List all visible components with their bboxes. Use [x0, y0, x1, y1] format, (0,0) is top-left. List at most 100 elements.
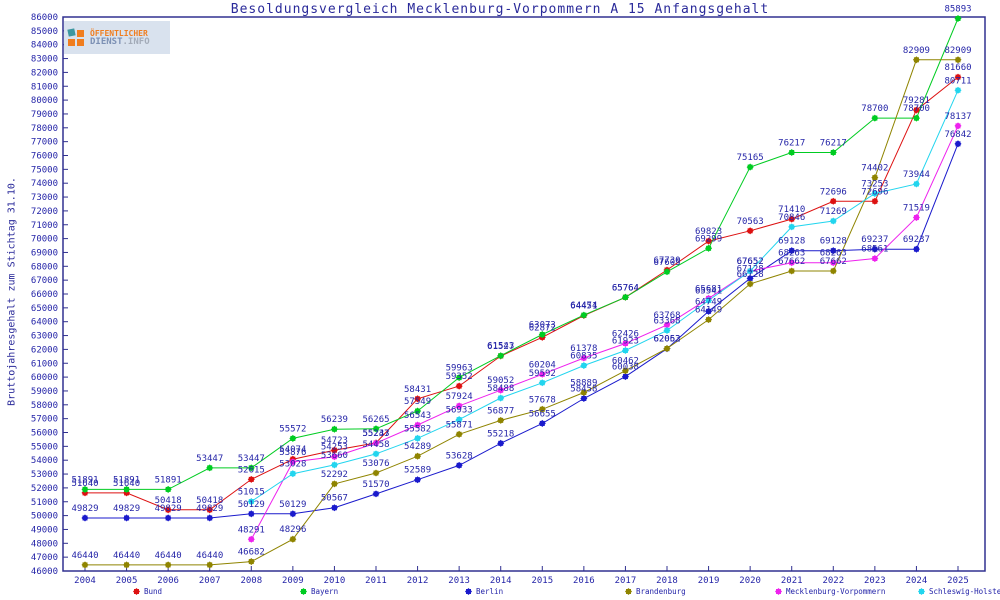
point-label-Bayern: 76217: [778, 138, 805, 148]
data-point-Berlin: [871, 245, 879, 253]
point-label-Bund: 59352: [446, 372, 473, 382]
site-logo[interactable]: ÖFFENTLICHER DIENST.INFO: [64, 21, 170, 54]
legend-item-Bund: Bund: [132, 585, 162, 597]
data-point-Berlin: [746, 274, 754, 282]
point-label-Mecklenburg-Vorpommern: 56543: [404, 411, 431, 421]
point-label-Bayern: 53447: [238, 454, 265, 464]
point-label-Bund: 79281: [903, 96, 930, 106]
data-point-Berlin: [247, 510, 255, 518]
data-point-Berlin: [330, 504, 338, 512]
point-label-Brandenburg: 60462: [612, 357, 639, 367]
data-point-Bund: [164, 506, 172, 514]
point-label-Berlin: 55218: [487, 429, 514, 439]
data-point-Berlin: [829, 247, 837, 255]
point-label-Bayern: 59963: [446, 364, 473, 374]
data-point-Brandenburg: [206, 561, 214, 569]
data-point-Brandenburg: [663, 344, 671, 353]
x-tick-label: 2008: [240, 576, 262, 586]
data-point-Brandenburg: [829, 267, 837, 275]
point-label-Schleswig-Holstein: 53660: [321, 451, 348, 461]
data-point-Bayern: [954, 14, 962, 23]
x-tick-label: 2020: [739, 576, 761, 586]
data-point-Berlin: [954, 140, 962, 148]
data-point-Bayern: [330, 425, 338, 433]
x-tick-label: 2014: [490, 576, 512, 586]
y-tick-label: 52000: [31, 484, 58, 494]
point-label-Brandenburg: 82909: [903, 46, 930, 56]
point-label-Brandenburg: 82909: [944, 46, 971, 56]
data-point-Brandenburg: [746, 280, 754, 288]
y-tick-label: 82000: [31, 68, 58, 78]
y-tick-label: 60000: [31, 373, 58, 383]
data-point-Brandenburg: [538, 405, 546, 413]
point-label-Mecklenburg-Vorpommern: 60204: [529, 360, 556, 370]
point-label-Mecklenburg-Vorpommern: 48291: [238, 525, 265, 535]
point-label-Schleswig-Holstein: 61923: [612, 336, 639, 346]
point-label-Berlin: 49829: [196, 504, 223, 514]
data-point-Bund: [746, 227, 754, 235]
legend-item-Bayern: Bayern: [299, 585, 338, 597]
point-label-Bayern: 85893: [944, 4, 971, 14]
data-point-Mecklenburg-Vorpommern: [247, 535, 255, 543]
data-point-Brandenburg: [580, 388, 588, 397]
data-point-Schleswig-Holstein: [289, 470, 297, 478]
point-label-Berlin: 52589: [404, 466, 431, 476]
point-label-Berlin: 50129: [279, 500, 306, 510]
data-point-Schleswig-Holstein: [912, 180, 920, 188]
data-point-Schleswig-Holstein: [746, 267, 754, 275]
data-point-Brandenburg: [164, 561, 172, 569]
point-label-Berlin: 64749: [695, 297, 722, 307]
point-label-Schleswig-Holstein: 58488: [487, 384, 514, 394]
data-point-Berlin: [538, 419, 546, 427]
point-label-Berlin: 60038: [612, 363, 639, 373]
x-tick-label: 2009: [282, 576, 304, 586]
data-point-Bund: [414, 395, 422, 403]
y-tick-label: 74000: [31, 179, 58, 189]
point-label-Berlin: 56655: [529, 409, 556, 419]
data-point-Bayern: [455, 374, 463, 382]
point-label-Bayern: 53447: [196, 454, 223, 464]
legend-marker-Schleswig-Holstein: [917, 587, 926, 595]
point-label-Schleswig-Holstein: 67652: [737, 257, 764, 267]
point-label-Brandenburg: 57678: [529, 395, 556, 405]
legend-marker-Bund: [132, 587, 141, 595]
point-label-Bund: 72696: [861, 187, 888, 197]
point-label-Berlin: 76842: [944, 130, 971, 140]
data-point-Bayern: [289, 434, 297, 442]
data-point-Mecklenburg-Vorpommern: [954, 122, 962, 130]
y-tick-label: 73000: [31, 193, 58, 203]
data-point-Berlin: [621, 373, 629, 381]
point-label-Bayern: 75165: [737, 153, 764, 163]
y-tick-label: 70000: [31, 235, 58, 245]
point-label-Schleswig-Holstein: 54458: [362, 440, 389, 450]
point-label-Mecklenburg-Vorpommern: 55233: [362, 429, 389, 439]
point-label-Brandenburg: 67662: [820, 257, 847, 267]
point-label-Bund: 61527: [487, 342, 514, 352]
y-tick-label: 80000: [31, 96, 58, 106]
point-label-Schleswig-Holstein: 73944: [903, 170, 930, 180]
y-tick-label: 50000: [31, 512, 58, 522]
y-tick-label: 71000: [31, 221, 58, 231]
point-label-Bayern: 63073: [529, 321, 556, 331]
data-point-Bayern: [206, 464, 214, 472]
point-label-Bund: 72696: [820, 187, 847, 197]
point-label-Bayern: 56265: [362, 415, 389, 425]
point-label-Bund: 69823: [695, 227, 722, 237]
x-tick-label: 2015: [531, 576, 553, 586]
data-point-Mecklenburg-Vorpommern: [788, 259, 796, 267]
point-label-Schleswig-Holstein: 59592: [529, 369, 556, 379]
point-label-Bund: 65764: [612, 283, 639, 293]
y-tick-label: 86000: [31, 13, 58, 23]
x-tick-label: 2011: [365, 576, 387, 586]
data-point-Mecklenburg-Vorpommern: [330, 453, 338, 461]
data-point-Berlin: [455, 461, 463, 469]
data-point-Brandenburg: [954, 56, 962, 64]
x-tick-label: 2006: [157, 576, 179, 586]
point-label-Brandenburg: 46440: [113, 551, 140, 561]
data-point-Berlin: [912, 245, 920, 253]
data-point-Schleswig-Holstein: [330, 461, 338, 469]
y-tick-label: 81000: [31, 82, 58, 92]
data-point-Mecklenburg-Vorpommern: [621, 339, 629, 348]
point-label-Brandenburg: 48296: [279, 525, 306, 535]
y-tick-label: 69000: [31, 248, 58, 258]
